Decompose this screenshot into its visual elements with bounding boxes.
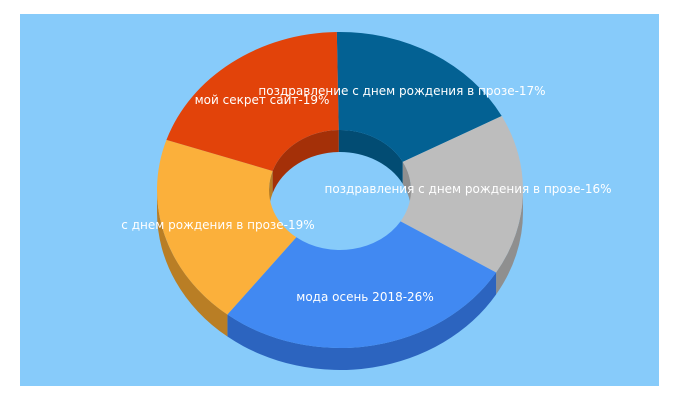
slice-label: поздравление с днем рождения в прозе-17% xyxy=(258,84,545,98)
slice xyxy=(166,32,339,171)
slice xyxy=(156,139,297,315)
slice-side xyxy=(227,272,497,370)
slice xyxy=(336,31,502,162)
slice xyxy=(400,116,523,273)
slice-label: с днем рождения в прозе-19% xyxy=(121,218,314,232)
slice-label: мода осень 2018-26% xyxy=(296,290,433,304)
slice-side xyxy=(496,190,523,295)
donut-slices xyxy=(156,31,523,348)
donut-sides xyxy=(157,190,523,370)
hole-wall xyxy=(338,130,403,184)
slice-label: поздравления с днем рождения в прозе-16% xyxy=(324,182,611,196)
slice-side xyxy=(157,190,228,337)
slice-label: мой секрет сайт-19% xyxy=(195,93,330,107)
slice-labels: поздравление с днем рождения в прозе-17%… xyxy=(121,84,611,304)
hole-wall xyxy=(272,130,339,193)
hole-wall xyxy=(402,161,411,212)
slice xyxy=(227,221,497,348)
